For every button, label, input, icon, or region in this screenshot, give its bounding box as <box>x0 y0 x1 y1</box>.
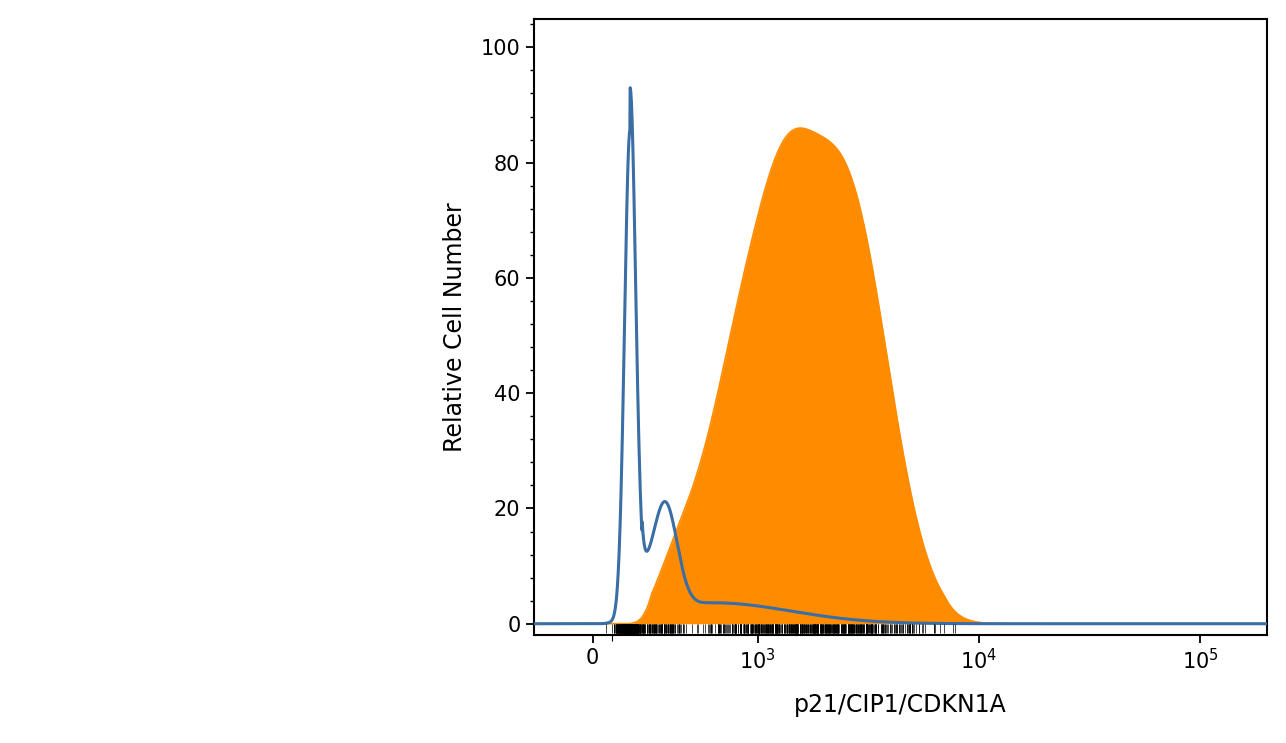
Y-axis label: Relative Cell Number: Relative Cell Number <box>442 202 467 452</box>
X-axis label: p21/CIP1/CDKN1A: p21/CIP1/CDKN1A <box>793 693 1007 717</box>
